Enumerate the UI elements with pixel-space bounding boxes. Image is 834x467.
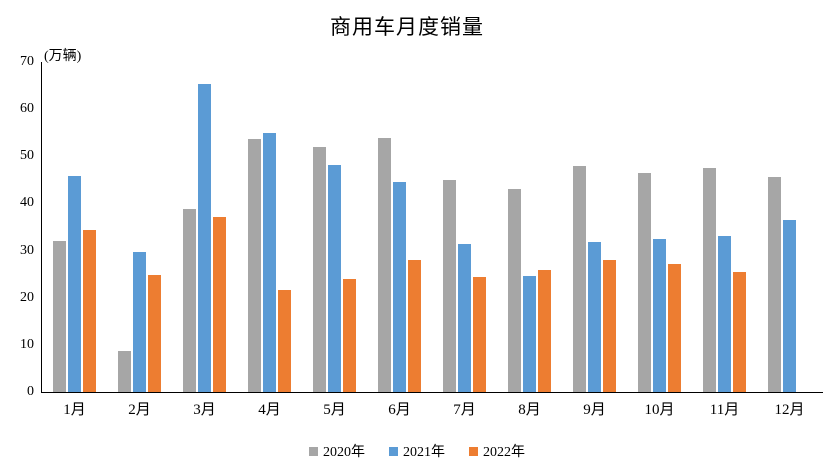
bar-2022年-2月: [148, 274, 161, 392]
bar-2022年-11月: [733, 271, 746, 392]
bar-2022年-7月: [473, 276, 486, 392]
bar-2021年-6月: [393, 181, 406, 392]
bar-2020年-12月: [768, 177, 781, 392]
bar-2020年-9月: [573, 166, 586, 392]
y-tick-label-70: 70: [20, 54, 34, 69]
legend-item-2022年: 2022年: [469, 441, 525, 461]
legend-swatch-icon: [309, 446, 318, 456]
bar-2020年-4月: [248, 139, 261, 392]
bar-2021年-8月: [523, 275, 536, 392]
x-axis-label-9月: 9月: [583, 402, 606, 418]
bar-2022年-8月: [538, 270, 551, 392]
chart-title: 商用车月度销量: [330, 15, 484, 39]
legend-label: 2020年: [323, 445, 365, 460]
x-axis-label-1月: 1月: [63, 402, 86, 418]
legend-item-2020年: 2020年: [309, 441, 365, 461]
legend-swatch-icon: [469, 446, 478, 456]
x-axis-label-12月: 12月: [774, 402, 805, 418]
bar-2020年-6月: [378, 138, 391, 392]
y-tick-label-20: 20: [20, 289, 34, 305]
bar-2021年-11月: [718, 236, 731, 392]
bar-2021年-9月: [588, 242, 601, 392]
bar-2020年-11月: [703, 168, 716, 392]
y-tick-label-40: 40: [20, 195, 34, 211]
x-axis-label-8月: 8月: [518, 402, 541, 418]
x-axis-label-10月: 10月: [644, 402, 675, 418]
legend-item-2021年: 2021年: [389, 441, 445, 461]
legend-label: 2021年: [403, 445, 445, 460]
bar-2020年-7月: [443, 180, 456, 392]
legend-swatch-icon: [389, 446, 398, 456]
bar-2020年-5月: [313, 146, 326, 392]
legend: 2020年 2021年 2022年: [0, 441, 834, 461]
x-axis-label-7月: 7月: [453, 402, 476, 418]
bar-2021年-1月: [68, 175, 81, 392]
bar-2022年-9月: [603, 260, 616, 392]
x-axis-line: [41, 392, 823, 393]
x-axis-label-4月: 4月: [258, 402, 281, 418]
bar-2020年-1月: [53, 241, 66, 392]
y-tick-label-10: 10: [20, 336, 34, 352]
y-tick-label-50: 50: [20, 148, 34, 164]
bar-2021年-7月: [458, 244, 471, 392]
bar-2022年-6月: [408, 259, 421, 392]
bar-2020年-10月: [638, 172, 651, 392]
y-tick-label-0: 0: [27, 384, 34, 399]
bar-2021年-5月: [328, 164, 341, 392]
y-tick-label-60: 60: [20, 101, 34, 117]
x-axis-label-3月: 3月: [193, 402, 216, 418]
x-axis-label-6月: 6月: [388, 402, 411, 418]
bar-2022年-3月: [213, 217, 226, 392]
bar-2020年-2月: [118, 351, 131, 392]
bar-2021年-2月: [133, 251, 146, 392]
bar-2021年-3月: [198, 84, 211, 392]
bar-2020年-3月: [183, 208, 196, 392]
x-axis-label-11月: 11月: [709, 402, 740, 418]
bar-2021年-10月: [653, 238, 666, 392]
bar-2021年-4月: [263, 132, 276, 392]
y-tick-label-30: 30: [20, 242, 34, 258]
bar-2020年-8月: [508, 188, 521, 392]
y-axis-unit-label: (万辆): [44, 49, 82, 64]
bar-2022年-5月: [343, 279, 356, 392]
bar-2022年-1月: [83, 229, 96, 392]
legend-label: 2022年: [483, 445, 525, 460]
bar-2022年-10月: [668, 263, 681, 392]
y-axis-line: [41, 62, 42, 392]
x-axis-label-5月: 5月: [323, 402, 346, 418]
bar-2021年-12月: [783, 220, 796, 392]
bar-2022年-4月: [278, 289, 291, 392]
x-axis-label-2月: 2月: [128, 402, 151, 418]
